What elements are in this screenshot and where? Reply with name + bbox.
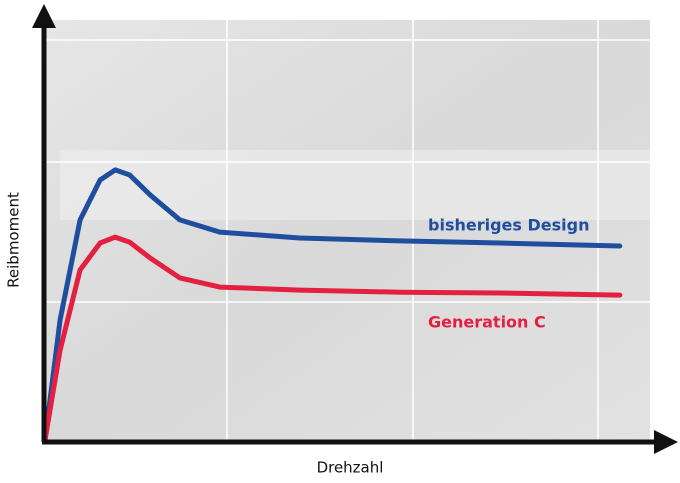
series-line bbox=[42, 167, 623, 443]
curves bbox=[42, 167, 623, 443]
y-axis-arrow bbox=[32, 4, 56, 28]
shaft-shape bbox=[60, 150, 650, 220]
series-label: Generation C bbox=[428, 313, 546, 332]
series-line bbox=[42, 234, 623, 443]
x-axis-label: Drehzahl bbox=[317, 459, 384, 477]
y-axis-label: Reibmoment bbox=[5, 192, 23, 288]
grid bbox=[45, 20, 650, 440]
plot-background bbox=[45, 20, 650, 440]
x-axis-arrow bbox=[654, 430, 678, 454]
series-label: bisheriges Design bbox=[428, 215, 589, 234]
